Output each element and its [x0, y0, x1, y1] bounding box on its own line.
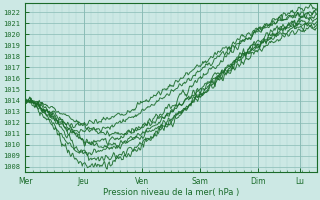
- X-axis label: Pression niveau de la mer( hPa ): Pression niveau de la mer( hPa ): [103, 188, 239, 197]
